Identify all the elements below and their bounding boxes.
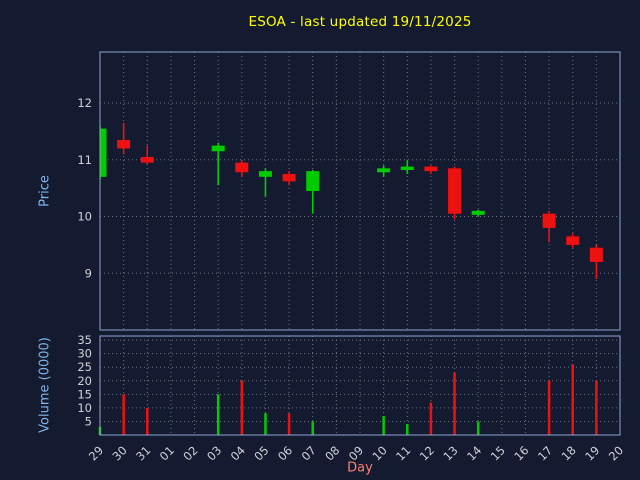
svg-text:5: 5 [85, 414, 92, 428]
svg-text:10: 10 [77, 401, 92, 415]
x-axis-label: Day [347, 460, 373, 476]
svg-text:11: 11 [77, 153, 92, 167]
svg-text:9: 9 [85, 266, 92, 280]
svg-text:35: 35 [77, 333, 92, 347]
svg-text:12: 12 [77, 96, 92, 110]
price-axis-label: Price [37, 175, 53, 207]
svg-text:30: 30 [77, 347, 92, 361]
volume-axis-label: Volume (0000) [37, 337, 53, 433]
chart-title: ESOA - last updated 19/11/2025 [248, 14, 472, 30]
svg-text:15: 15 [77, 387, 92, 401]
svg-text:10: 10 [77, 210, 92, 224]
svg-text:20: 20 [77, 374, 92, 388]
svg-text:25: 25 [77, 360, 92, 374]
